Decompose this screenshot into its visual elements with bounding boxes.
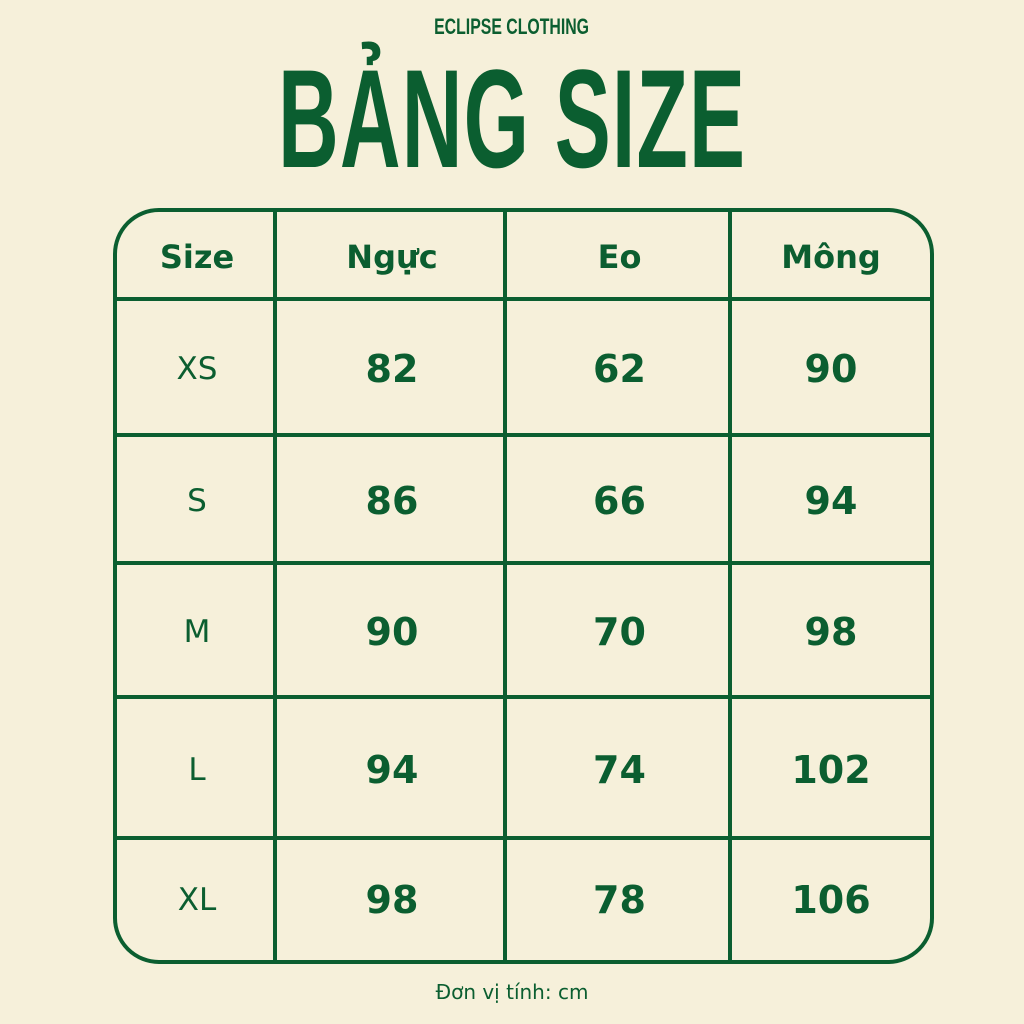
header-hip: Mông [781,237,881,276]
column-divider [503,212,507,960]
column-divider [728,212,732,960]
chest-value: 94 [365,747,419,792]
row-divider [117,695,930,699]
hip-value: 102 [791,747,871,792]
waist-value: 66 [593,479,646,523]
size-label: M [183,614,211,650]
size-label: XL [177,882,217,918]
hip-value: 106 [791,878,871,922]
size-label: XS [176,351,218,387]
row-divider [117,561,930,565]
waist-value: 70 [593,610,646,654]
row-divider [117,433,930,437]
title-text: BẢNG SIZE [277,40,747,197]
hip-value: 90 [804,347,858,391]
brand-name: ECLIPSE CLOTHING [0,14,1024,40]
chest-value: 86 [365,479,419,523]
column-divider [273,212,277,960]
size-label: L [188,751,206,788]
row-divider [117,297,930,301]
header-size: Size [159,237,235,276]
size-label: S [187,483,207,519]
waist-value: 74 [593,747,646,792]
chest-value: 98 [365,878,419,922]
hip-value: 98 [804,610,858,654]
header-chest: Ngực [346,237,438,276]
header-waist: Eo [597,237,642,276]
brand-text: ECLIPSE CLOTHING [434,14,590,39]
row-divider [117,836,930,840]
unit-note: Đơn vị tính: cm [435,980,589,1004]
waist-value: 78 [593,878,646,922]
size-table: Size Ngực Eo Mông XS 82 62 90 S 86 66 94… [113,208,934,964]
chest-value: 82 [365,347,419,391]
hip-value: 94 [804,479,858,523]
page-title: BẢNG SIZE [0,44,1024,194]
waist-value: 62 [593,347,646,391]
chest-value: 90 [365,610,419,654]
